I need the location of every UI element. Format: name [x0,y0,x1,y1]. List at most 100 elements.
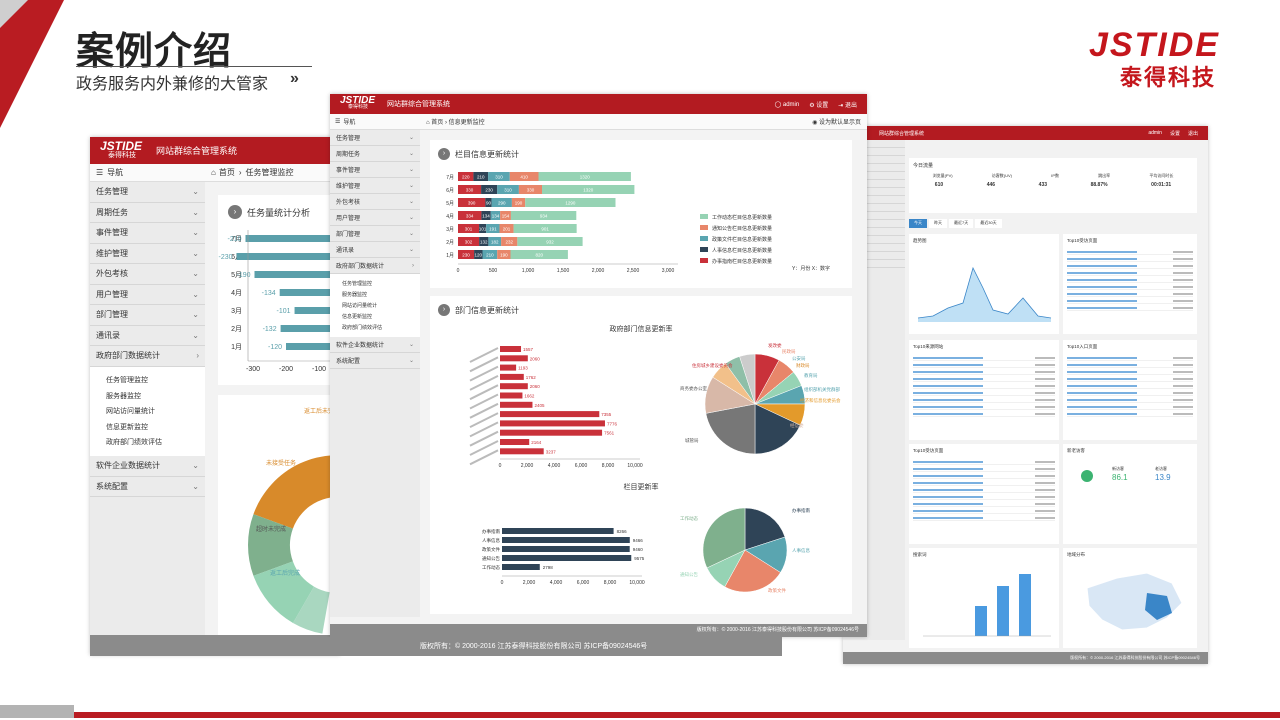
settings-button[interactable]: 设置 [1169,130,1180,137]
row-link-placeholder[interactable] [913,468,983,470]
row-link-placeholder[interactable] [1067,357,1137,359]
tab[interactable]: 最近7天 [949,219,974,228]
sidebar-item[interactable] [843,260,905,268]
sidebar-item[interactable] [843,140,905,148]
row-link-placeholder[interactable] [1067,399,1137,401]
sidebar-item[interactable]: 部门管理 ⌄ [90,305,205,326]
user-menu[interactable]: ◯ admin [774,101,799,108]
chevron-right-icon[interactable]: › [438,304,450,316]
sidebar-item[interactable] [843,164,905,172]
logout-button[interactable]: 退出 [1187,130,1198,137]
row-link-placeholder[interactable] [1067,385,1137,387]
row-link-placeholder[interactable] [1067,307,1137,309]
sidebar-item[interactable]: 用户管理 ⌄ [90,284,205,305]
row-link-placeholder[interactable] [913,371,983,373]
row-link-placeholder[interactable] [913,510,983,512]
row-link-placeholder[interactable] [913,406,983,408]
row-link-placeholder[interactable] [913,378,983,380]
row-link-placeholder[interactable] [913,517,983,519]
row-link-placeholder[interactable] [913,357,983,359]
sidebar-item[interactable] [843,252,905,260]
sidebar-item[interactable]: 任务管理 ⌄ [90,182,205,203]
sidebar-item[interactable] [843,180,905,188]
row-link-placeholder[interactable] [913,482,983,484]
row-link-placeholder[interactable] [1067,272,1137,274]
row-link-placeholder[interactable] [1067,279,1137,281]
row-link-placeholder[interactable] [913,399,983,401]
set-default-button[interactable]: ◉ 设为默认显示页 [812,117,861,126]
sidebar-subitem[interactable]: 信息更新监控 [106,423,148,431]
sidebar-item[interactable] [843,188,905,196]
breadcrumb-home[interactable]: 首页 [431,120,444,126]
sidebar-item[interactable]: 系统配置 ⌄ [90,476,205,497]
sidebar-item[interactable] [843,220,905,228]
row-link-placeholder[interactable] [913,475,983,477]
sidebar-item[interactable] [843,228,905,236]
sidebar-item[interactable] [843,204,905,212]
row-link-placeholder[interactable] [913,461,983,463]
row-link-placeholder[interactable] [913,489,983,491]
sidebar-item[interactable] [843,172,905,180]
sidebar-subitem[interactable]: 政府部门绩效评估 [342,325,383,331]
logout-button[interactable]: ⇥ 退出 [838,100,857,109]
sidebar-item[interactable] [843,156,905,164]
row-link-placeholder[interactable] [913,392,983,394]
user-icon[interactable]: admin [1148,129,1162,136]
tab[interactable]: 最近30天 [975,219,1002,228]
sidebar-item[interactable]: 外包考核 ⌄ [330,194,420,210]
sidebar-subitem[interactable]: 政府部门绩效评估 [106,439,162,447]
row-link-placeholder[interactable] [913,413,983,415]
sidebar-subitem[interactable]: 任务管理监控 [342,281,373,287]
sidebar-item[interactable]: 周期任务 ⌄ [90,202,205,223]
sidebar-item[interactable]: 通讯录 ⌄ [90,325,205,346]
sidebar-item[interactable]: 事件管理 ⌄ [90,223,205,244]
row-link-placeholder[interactable] [913,385,983,387]
row-link-placeholder[interactable] [1067,364,1137,366]
sidebar-item[interactable] [843,244,905,252]
sidebar-subitem[interactable]: 信息更新监控 [342,314,373,320]
sidebar-item[interactable]: 软件企业数据统计 ⌄ [90,456,205,477]
chevron-right-icon[interactable]: › [438,148,450,160]
chevron-right-icon[interactable]: › [228,205,242,219]
row-link-placeholder[interactable] [913,496,983,498]
row-link-placeholder[interactable] [1067,413,1137,415]
sidebar-item[interactable] [843,236,905,244]
sidebar-item[interactable]: 任务管理 ⌄ [330,130,420,146]
row-link-placeholder[interactable] [1067,406,1137,408]
sidebar-item[interactable] [843,196,905,204]
sidebar-item[interactable]: 用户管理 ⌄ [330,210,420,226]
sidebar-nav-title[interactable]: ☰ 导航 [330,114,420,130]
sidebar-item[interactable]: 政府部门数据统计 › [330,258,420,274]
row-link-placeholder[interactable] [913,503,983,505]
sidebar-item[interactable]: 外包考核 ⌄ [90,264,205,285]
sidebar-nav-title[interactable]: ☰ 导航 [90,164,205,182]
sidebar-item[interactable]: 事件管理 ⌄ [330,162,420,178]
sidebar-item[interactable]: 维护管理 ⌄ [90,243,205,264]
row-link-placeholder[interactable] [1067,300,1137,302]
row-link-placeholder[interactable] [1067,392,1137,394]
sidebar-subitem[interactable]: 服务器监控 [342,292,368,298]
sidebar-item[interactable]: 系统配置 ⌄ [330,353,420,369]
sidebar-item[interactable] [843,212,905,220]
row-link-placeholder[interactable] [1067,371,1137,373]
sidebar-item[interactable] [843,148,905,156]
row-link-placeholder[interactable] [913,364,983,366]
row-link-placeholder[interactable] [1067,286,1137,288]
settings-button[interactable]: ⚙ 设置 [809,100,828,109]
row-link-placeholder[interactable] [1067,378,1137,380]
home-icon[interactable]: ⌂ [211,168,216,177]
sidebar-item[interactable]: 软件企业数据统计 ⌄ [330,337,420,353]
row-link-placeholder[interactable] [1067,265,1137,267]
home-icon[interactable]: ⌂ [426,120,430,126]
sidebar-item[interactable]: 周期任务 ⌄ [330,146,420,162]
sidebar-item[interactable]: 部门管理 ⌄ [330,226,420,242]
tab[interactable]: 昨天 [929,219,947,228]
sidebar-subitem[interactable]: 任务管理监控 [106,377,148,385]
row-link-placeholder[interactable] [1067,258,1137,260]
sidebar-item[interactable]: 通讯录 ⌄ [330,242,420,258]
sidebar-subitem[interactable]: 服务器监控 [106,392,141,400]
sidebar-subitem[interactable]: 网站访问量统计 [342,303,378,309]
row-link-placeholder[interactable] [1067,251,1137,253]
row-link-placeholder[interactable] [1067,293,1137,295]
tab[interactable]: 今天 [909,219,927,228]
